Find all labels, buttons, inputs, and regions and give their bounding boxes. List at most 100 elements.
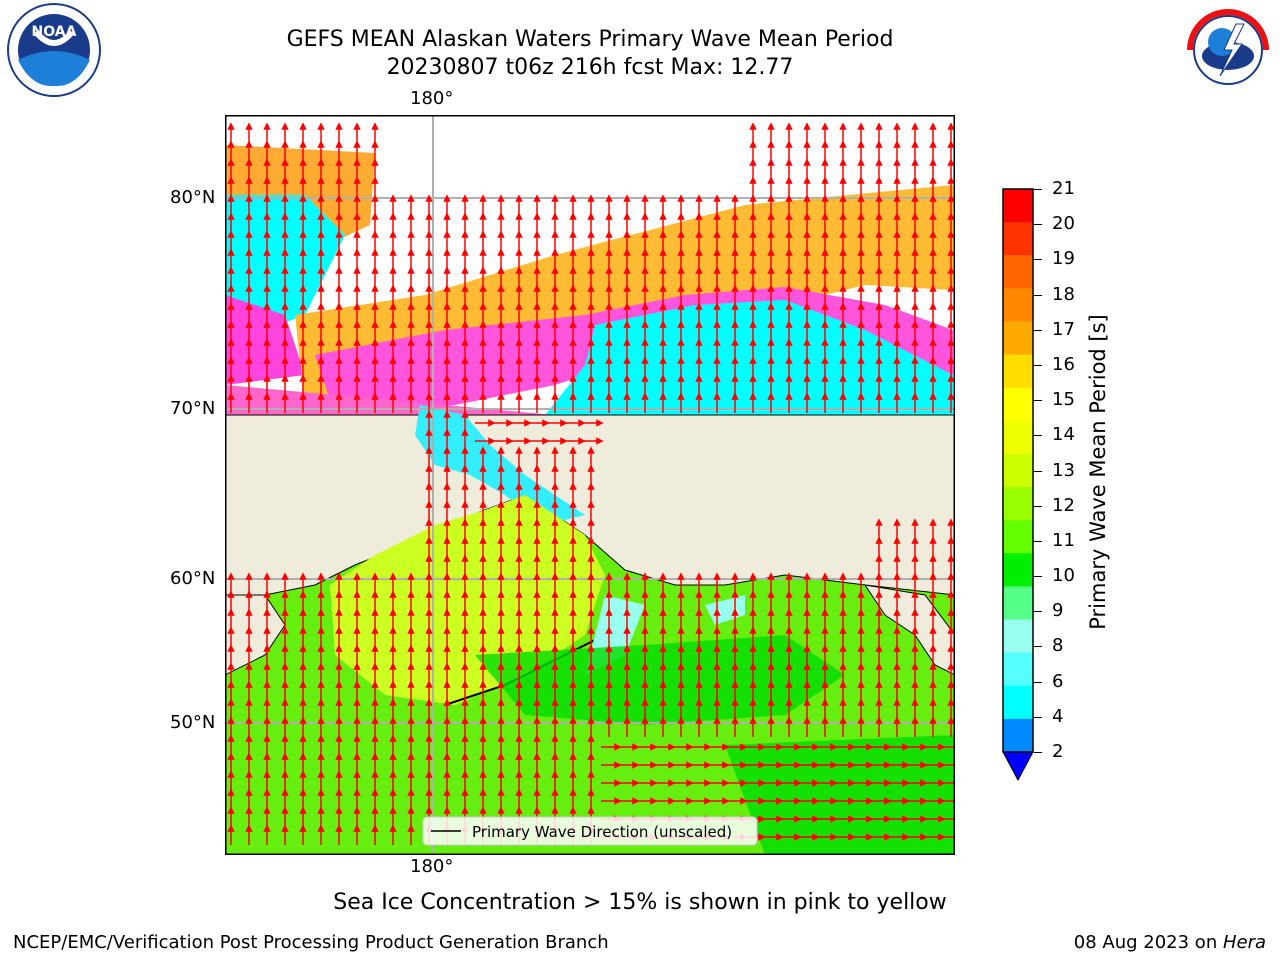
wave-arrow-head xyxy=(749,716,757,724)
wave-arrow-head xyxy=(839,122,847,130)
wave-arrow-head xyxy=(497,446,505,454)
wave-arrow-head xyxy=(731,626,739,634)
wave-arrow-head xyxy=(605,320,613,328)
wave-arrow-head xyxy=(605,680,613,688)
wave-arrow-head xyxy=(767,392,775,400)
wave-arrow-head xyxy=(731,338,739,346)
wave-arrow-head xyxy=(533,662,541,670)
wave-arrow-head xyxy=(677,212,685,220)
wave-arrow-head xyxy=(929,158,937,166)
wave-arrow-head xyxy=(587,446,595,454)
wave-arrow-head xyxy=(479,662,487,670)
wave-arrow-head xyxy=(488,419,496,427)
wave-arrow-head xyxy=(731,374,739,382)
wave-arrow-head xyxy=(443,212,451,220)
wave-arrow-head xyxy=(533,770,541,778)
wave-arrow-head xyxy=(767,338,775,346)
wave-arrow-head xyxy=(785,230,793,238)
wave-arrow-head xyxy=(425,374,433,382)
wave-arrow-head xyxy=(461,230,469,238)
wave-arrow-head xyxy=(425,806,433,814)
wave-arrow-head xyxy=(821,590,829,598)
wave-arrow-head xyxy=(281,770,289,778)
wave-arrow-head xyxy=(533,806,541,814)
wave-arrow-head xyxy=(821,320,829,328)
wave-arrow-head xyxy=(713,392,721,400)
colorbar-tick-label: 18 xyxy=(1052,283,1075,305)
colorbar-swatch xyxy=(1003,354,1033,389)
wave-arrow-head xyxy=(389,320,397,328)
wave-arrow-head xyxy=(911,374,919,382)
wave-arrow-head xyxy=(875,248,883,256)
wave-arrow-head xyxy=(569,806,577,814)
wave-arrow-head xyxy=(839,320,847,328)
wave-arrow-head xyxy=(614,743,622,751)
colorbar-tick-label: 15 xyxy=(1052,389,1075,411)
wave-arrow-head xyxy=(479,536,487,544)
wave-arrow-head xyxy=(227,284,235,292)
wave-arrow-head xyxy=(713,248,721,256)
wave-arrow-head xyxy=(263,590,271,598)
wave-arrow-head xyxy=(407,248,415,256)
wave-arrow-head xyxy=(866,797,874,805)
wave-arrow-head xyxy=(839,590,847,598)
wave-arrow-head xyxy=(497,464,505,472)
wave-arrow-head xyxy=(749,698,757,706)
wave-arrow-head xyxy=(281,140,289,148)
wave-arrow-head xyxy=(929,608,937,616)
wave-arrow-head xyxy=(425,410,433,418)
wave-arrow-head xyxy=(515,356,523,364)
wave-arrow-head xyxy=(893,680,901,688)
wave-arrow-head xyxy=(425,698,433,706)
wave-arrow-head xyxy=(389,788,397,796)
wave-arrow-head xyxy=(407,212,415,220)
wave-arrow-head xyxy=(425,230,433,238)
wave-arrow-head xyxy=(767,230,775,238)
wave-arrow-head xyxy=(731,320,739,328)
wave-arrow-head xyxy=(263,230,271,238)
wave-arrow-head xyxy=(425,626,433,634)
colorbar-swatch xyxy=(1003,487,1033,521)
wave-arrow-head xyxy=(461,446,469,454)
wave-arrow-head xyxy=(263,644,271,652)
wave-arrow-head xyxy=(497,302,505,310)
wave-arrow-head xyxy=(443,410,451,418)
wave-arrow-head xyxy=(569,734,577,742)
wave-arrow-head xyxy=(245,284,253,292)
wave-arrow-head xyxy=(317,374,325,382)
wave-arrow-head xyxy=(551,788,559,796)
wave-arrow-head xyxy=(515,554,523,562)
wave-arrow-head xyxy=(245,266,253,274)
wave-arrow-head xyxy=(245,644,253,652)
wave-arrow-head xyxy=(281,338,289,346)
wave-arrow-head xyxy=(227,734,235,742)
wave-arrow-head xyxy=(407,392,415,400)
wave-arrow-head xyxy=(569,284,577,292)
wave-arrow-head xyxy=(551,590,559,598)
wave-arrow-head xyxy=(227,248,235,256)
wave-arrow-head xyxy=(605,266,613,274)
noaa-logo-text: NOAA xyxy=(32,24,77,40)
wave-arrow-head xyxy=(533,500,541,508)
wave-arrow-head xyxy=(515,770,523,778)
wave-arrow-head xyxy=(632,779,640,787)
wave-arrow-head xyxy=(515,806,523,814)
wave-arrow-head xyxy=(803,158,811,166)
wave-arrow-head xyxy=(929,302,937,310)
wave-arrow-head xyxy=(227,302,235,310)
wave-arrow-head xyxy=(785,140,793,148)
wave-arrow-head xyxy=(650,797,658,805)
wave-arrow-head xyxy=(605,572,613,580)
wave-arrow-head xyxy=(659,302,667,310)
wave-arrow-head xyxy=(515,734,523,742)
wave-arrow-head xyxy=(893,158,901,166)
wave-arrow-head xyxy=(803,122,811,130)
colorbar-swatch xyxy=(1003,453,1033,488)
wave-arrow-head xyxy=(425,194,433,202)
wave-arrow-head xyxy=(371,248,379,256)
wave-arrow-head xyxy=(569,536,577,544)
wave-arrow-head xyxy=(839,176,847,184)
wave-arrow-head xyxy=(875,644,883,652)
wave-arrow-head xyxy=(911,608,919,616)
wave-arrow-head xyxy=(713,374,721,382)
